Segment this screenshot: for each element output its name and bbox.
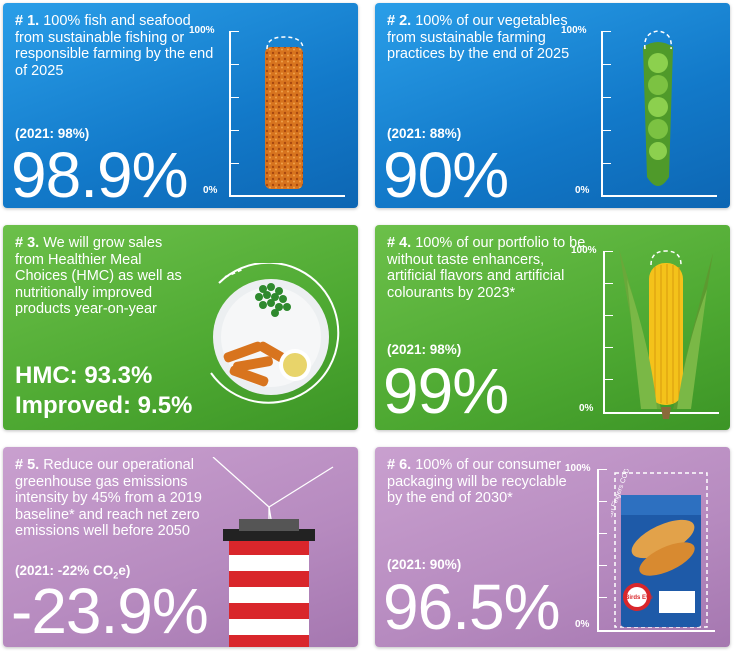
goal-card-6: # 6. 100% of our consumer packaging will…: [375, 447, 730, 647]
scale-tick: [601, 130, 611, 131]
goal-4-description: 100% of our portfolio to be without tast…: [387, 235, 586, 301]
goal-6-description: 100% of our consumer packaging will be r…: [387, 457, 567, 506]
goal-6-value: 96.5%: [383, 571, 560, 643]
scale-tick: [597, 597, 607, 598]
goal-4-scale-base: [603, 412, 719, 414]
fish-finger-icon: [265, 36, 304, 189]
corn-cob-icon: [619, 249, 713, 419]
goal-4-scale-axis: [603, 251, 605, 413]
pea-pod-icon: [643, 30, 673, 186]
goal-4-scale-bottom: 0%: [579, 403, 594, 414]
goal-4-scale-top: 100%: [571, 245, 597, 256]
goal-1-scale-base: [229, 195, 345, 197]
scale-tick: [603, 347, 613, 348]
goal-2-number: # 2.: [387, 13, 412, 29]
goal-3-improved: Improved: 9.5%: [15, 392, 193, 419]
goal-2-value: 90%: [383, 139, 509, 208]
pack-brand-label: Birds Eye: [625, 595, 653, 601]
goal-6-baseline: (2021: 90%): [387, 557, 462, 572]
goal-3-text: # 3. We will grow sales from Healthier M…: [15, 235, 195, 318]
scale-tick: [229, 130, 239, 131]
scale-tick: [229, 31, 239, 32]
goal-5-baseline-sub: 2: [113, 570, 119, 581]
goal-5-baseline: (2021: -22% CO2e): [15, 563, 130, 581]
goal-1-baseline: (2021: 98%): [15, 126, 90, 141]
goal-1-text: # 1. 100% fish and seafood from sustaina…: [15, 13, 215, 79]
scale-tick: [601, 97, 611, 98]
goal-5-value: -23.9%: [11, 575, 209, 647]
goal-card-1: # 1. 100% fish and seafood from sustaina…: [3, 3, 358, 208]
goal-1-number: # 1.: [15, 13, 40, 29]
goal-5-number: # 5.: [15, 457, 40, 473]
goal-2-scale-axis: [601, 31, 603, 196]
goal-5-text: # 5. Reduce our operational greenhouse g…: [15, 457, 220, 540]
scale-tick: [603, 283, 613, 284]
goal-1-description: 100% fish and seafood from sustainable f…: [15, 13, 214, 79]
scale-tick: [601, 31, 611, 32]
goal-1-value: 98.9%: [11, 139, 188, 208]
goal-2-scale-base: [601, 195, 717, 197]
goal-6-number: # 6.: [387, 457, 412, 473]
goal-6-scale-base: [597, 630, 715, 632]
goal-2-scale-top: 100%: [561, 25, 587, 36]
goal-2-baseline: (2021: 88%): [387, 126, 462, 141]
chimney-turbine-icon: [212, 457, 334, 647]
scale-tick: [229, 64, 239, 65]
goal-2-text: # 2. 100% of our vegetables from sustain…: [387, 13, 577, 63]
goal-4-baseline: (2021: 98%): [387, 342, 462, 357]
goal-card-4: # 4. 100% of our portfolio to be without…: [375, 225, 730, 430]
goal-4-text: # 4. 100% of our portfolio to be without…: [387, 235, 592, 301]
goal-1-scale-axis: [229, 31, 231, 196]
scale-tick: [229, 163, 239, 164]
fish-finger-pack-icon: 10 Fish Fingers COD Birds Eye: [611, 469, 708, 628]
scale-tick: [603, 379, 613, 380]
scale-tick: [603, 315, 613, 316]
goal-6-scale-top: 100%: [565, 463, 591, 474]
goal-4-number: # 4.: [387, 235, 412, 251]
scale-tick: [603, 251, 613, 252]
scale-tick: [597, 533, 607, 534]
goal-3-hmc: HMC: 93.3%: [15, 362, 153, 389]
scale-tick: [597, 469, 607, 470]
goal-card-5: # 5. Reduce our operational greenhouse g…: [3, 447, 358, 647]
plate-meal-icon: [210, 263, 340, 404]
goal-6-scale-bottom: 0%: [575, 619, 590, 630]
goal-3-description: We will grow sales from Healthier Meal C…: [15, 235, 182, 317]
goal-5-baseline-pre: (2021: -22% CO: [15, 563, 114, 578]
goal-6-text: # 6. 100% of our consumer packaging will…: [387, 457, 567, 507]
scale-tick: [601, 64, 611, 65]
goal-5-baseline-post: e): [118, 563, 131, 578]
goal-2-description: 100% of our vegetables from sustainable …: [387, 13, 570, 62]
goal-4-value: 99%: [383, 355, 509, 427]
goal-6-scale-axis: [597, 469, 599, 631]
scale-tick: [601, 163, 611, 164]
scale-tick: [229, 97, 239, 98]
goal-3-number: # 3.: [15, 235, 40, 251]
goal-5-description: Reduce our operational greenhouse gas em…: [15, 457, 202, 539]
goal-card-2: # 2. 100% of our vegetables from sustain…: [375, 3, 730, 208]
goal-1-scale-bottom: 0%: [203, 185, 218, 196]
scale-tick: [597, 501, 607, 502]
goal-1-scale-top: 100%: [189, 25, 215, 36]
scale-tick: [597, 565, 607, 566]
goal-card-3: # 3. We will grow sales from Healthier M…: [3, 225, 358, 430]
goal-2-scale-bottom: 0%: [575, 185, 590, 196]
